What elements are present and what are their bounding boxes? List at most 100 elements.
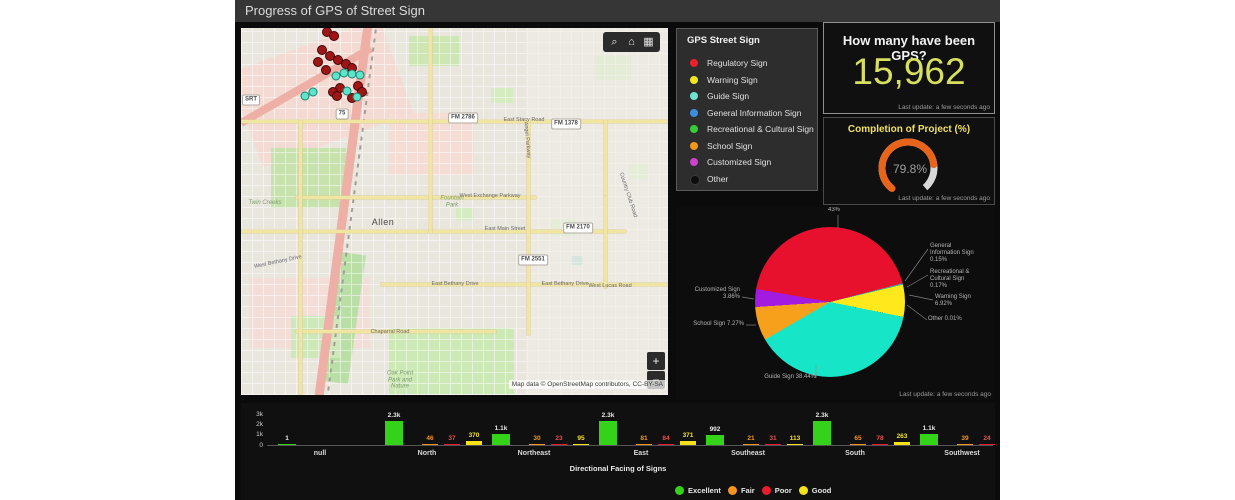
bar-y-tick-label: 1k — [256, 431, 263, 439]
map-marker-guide-sign[interactable] — [331, 71, 341, 81]
map-marker-regulatory-sign[interactable] — [357, 87, 367, 97]
map-marker-regulatory-sign[interactable] — [313, 57, 323, 67]
pie-chart[interactable] — [755, 227, 905, 377]
bar-value-label: 37 — [448, 435, 456, 442]
map-route-shield: SRT — [242, 94, 260, 106]
bar-category-label: Northeast — [517, 450, 551, 457]
bar-value-label: 113 — [789, 435, 801, 442]
legend-swatch — [690, 174, 700, 185]
bar-category-label: East — [633, 450, 649, 457]
map-marker-regulatory-sign[interactable] — [332, 91, 342, 101]
bar-good-South[interactable] — [894, 442, 910, 445]
legend-item-label: Other — [707, 173, 729, 184]
bar-legend-swatch — [798, 486, 808, 495]
search-icon[interactable]: ⌕ — [611, 36, 618, 48]
bar-fair-Southwest[interactable] — [957, 444, 973, 445]
map-landuse-patch — [491, 88, 513, 103]
bar-fair-North[interactable] — [422, 444, 438, 445]
bar-value-label: 2.3k — [601, 412, 615, 419]
bar-legend-label: Excellent — [688, 486, 721, 495]
map-route-shield: 75 — [335, 108, 349, 120]
bar-y-tick-label: 3k — [256, 410, 263, 418]
legend-swatch — [690, 92, 698, 100]
bar-value-label: 263 — [896, 433, 908, 440]
bar-value-label: 2.3k — [387, 412, 401, 419]
map-road — [604, 120, 607, 200]
map-road — [241, 230, 626, 233]
bar-legend-item: Fair — [727, 486, 755, 495]
gps-count-value: 15,962 — [852, 51, 966, 92]
legend-item: Warning Sign — [677, 72, 817, 88]
map-park-label: Oak Point Park and Nature — [386, 370, 414, 390]
map-landuse-patch — [389, 328, 514, 394]
map-marker-regulatory-sign[interactable] — [329, 31, 339, 41]
bar-good-East[interactable] — [680, 441, 696, 445]
basemap-grid-icon[interactable]: ▦ — [643, 36, 654, 48]
bar-excellent-Northeast[interactable] — [492, 434, 510, 445]
map-road — [381, 283, 668, 286]
legend-swatch — [690, 125, 698, 133]
bar-excellent-South[interactable] — [813, 421, 831, 445]
bar-good-North[interactable] — [466, 441, 482, 445]
bar-value-label: 1.1k — [922, 425, 936, 432]
map-panel[interactable]: FM 2786 FM 1378 FM 2170 FM 2551 75 SRT East S… — [241, 28, 668, 395]
bar-poor-Southeast[interactable] — [765, 444, 781, 445]
bar-y-tick-label: 0 — [259, 441, 263, 449]
map-city-label: Allen — [371, 217, 395, 227]
map-rural-area — [526, 28, 668, 395]
bar-excellent-Southeast[interactable] — [706, 435, 724, 445]
bar-poor-East[interactable] — [658, 444, 674, 445]
pie-slice-label: General Information Sign 0.15% — [930, 243, 974, 263]
bar-value-label: 371 — [682, 432, 694, 439]
bar-poor-South[interactable] — [872, 444, 888, 445]
bar-fair-Northeast[interactable] — [529, 444, 545, 445]
map-street-label: East Main Street — [484, 226, 526, 232]
map-route-shield: FM 1378 — [551, 118, 581, 130]
bar-poor-Southwest[interactable] — [979, 444, 995, 445]
bar-excellent-East[interactable] — [599, 421, 617, 445]
zoom-in-button[interactable]: + — [647, 352, 665, 370]
bar-good-Southeast[interactable] — [787, 444, 803, 445]
map-street-label: East Stacy Road — [503, 117, 545, 123]
legend-item-label: Guide Sign — [707, 91, 750, 101]
map-marker-guide-sign[interactable] — [342, 86, 352, 96]
last-update-text: Last update: a few seconds ago — [899, 391, 991, 398]
bar-excellent-null[interactable] — [278, 444, 296, 445]
map-route-shield: FM 2170 — [563, 222, 593, 234]
gauge-value: 79.8% — [892, 162, 928, 176]
bar-fair-Southeast[interactable] — [743, 444, 759, 445]
pie-slice-label: Warning Sign 6.92% — [935, 294, 971, 307]
map-marker-guide-sign[interactable] — [308, 87, 318, 97]
legend-swatch — [690, 141, 698, 150]
home-icon[interactable]: ⌂ — [628, 36, 635, 48]
legend-item-label: Regulatory Sign — [707, 58, 768, 68]
bar-category-label: North — [417, 450, 437, 457]
legend-panel: GPS Street Sign Regulatory Sign Warning S… — [676, 28, 818, 191]
bar-poor-Northeast[interactable] — [551, 444, 567, 445]
legend-swatch — [690, 75, 698, 84]
bar-excellent-North[interactable] — [385, 421, 403, 445]
bar-value-label: 84 — [662, 435, 670, 442]
bar-fair-South[interactable] — [850, 444, 866, 445]
legend-item-label: General Information Sign — [707, 107, 802, 118]
map-marker-guide-sign[interactable] — [355, 70, 365, 80]
map-road — [604, 196, 607, 288]
legend-swatch — [690, 108, 698, 117]
pie-leader-lines — [741, 215, 934, 378]
pie-slice-label: Regulatory Sign43% — [827, 207, 840, 213]
dashboard-header: Progress of GPS of Street Sign — [235, 0, 1000, 22]
map-street-label: West Lucas Road — [588, 283, 632, 289]
map-marker-regulatory-sign[interactable] — [317, 45, 327, 55]
bar-good-Northeast[interactable] — [573, 444, 589, 445]
bar-excellent-Southwest[interactable] — [920, 434, 938, 445]
map-marker-guide-sign[interactable] — [352, 92, 362, 102]
bar-value-label: 78 — [876, 435, 884, 442]
dashboard: Progress of GPS of Street Sign FM 2786 FM… — [235, 0, 1000, 500]
bar-category-label: null — [313, 450, 327, 457]
bar-fair-East[interactable] — [636, 444, 652, 445]
bar-poor-North[interactable] — [444, 444, 460, 445]
map-marker-regulatory-sign[interactable] — [321, 65, 331, 75]
last-update-text: Last update: a few seconds ago — [898, 195, 990, 202]
map-marker-guide-sign[interactable] — [300, 91, 310, 101]
